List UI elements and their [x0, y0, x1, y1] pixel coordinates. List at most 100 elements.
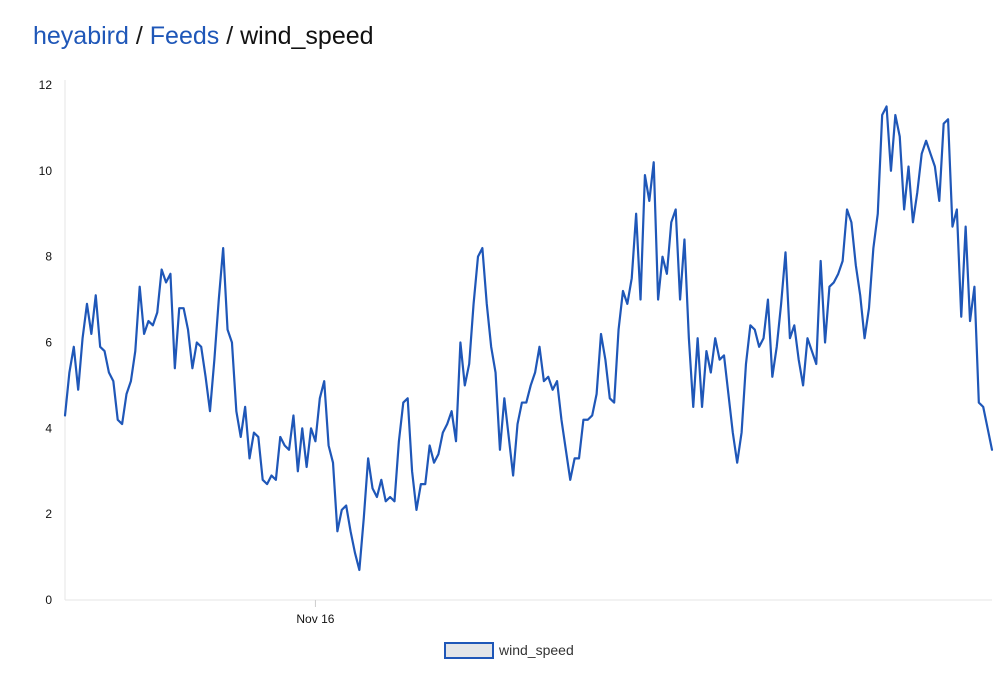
data-point [454, 439, 458, 443]
data-point [709, 371, 713, 375]
data-point [160, 268, 164, 272]
data-point [221, 246, 225, 250]
data-point [911, 220, 915, 224]
y-tick-label: 2 [45, 507, 52, 521]
data-point [955, 207, 959, 211]
breadcrumb-owner-link[interactable]: heyabird [33, 22, 129, 50]
data-point [599, 332, 603, 336]
data-point [836, 272, 840, 276]
data-point [195, 341, 199, 345]
data-point [116, 418, 120, 422]
data-point [335, 529, 339, 533]
data-point [204, 375, 208, 379]
breadcrumb-feeds-link[interactable]: Feeds [149, 22, 220, 50]
data-point [643, 173, 647, 177]
data-point [639, 298, 643, 302]
data-point [990, 448, 994, 452]
data-point [713, 336, 717, 340]
data-point [854, 263, 858, 267]
data-point [757, 345, 761, 349]
data-point [379, 478, 383, 482]
data-point [476, 255, 480, 259]
data-point [103, 349, 107, 353]
data-point [674, 207, 678, 211]
data-point [125, 392, 129, 396]
data-point [397, 439, 401, 443]
data-point [696, 336, 700, 340]
y-tick-label: 8 [45, 250, 52, 264]
data-point [564, 448, 568, 452]
data-point [981, 405, 985, 409]
data-point [243, 405, 247, 409]
data-point [463, 383, 467, 387]
data-point [700, 405, 704, 409]
data-point [568, 478, 572, 482]
data-point [494, 371, 498, 375]
data-point [533, 371, 537, 375]
data-point [85, 302, 89, 306]
data-point [819, 259, 823, 263]
data-point [472, 302, 476, 306]
data-point [907, 165, 911, 169]
data-point [704, 349, 708, 353]
data-point [406, 396, 410, 400]
data-point [762, 336, 766, 340]
data-point [744, 362, 748, 366]
data-point [291, 413, 295, 417]
data-point [810, 349, 814, 353]
data-point [120, 422, 124, 426]
data-point [937, 199, 941, 203]
data-point [190, 366, 194, 370]
data-point [278, 435, 282, 439]
breadcrumb-separator: / [226, 22, 234, 50]
data-point [889, 169, 893, 173]
data-point [414, 508, 418, 512]
data-point [445, 422, 449, 426]
data-point [788, 336, 792, 340]
legend-label[interactable]: wind_speed [498, 642, 574, 658]
data-point [511, 474, 515, 478]
data-point [507, 435, 511, 439]
data-point [555, 379, 559, 383]
data-point [726, 392, 730, 396]
data-point [634, 212, 638, 216]
legend-swatch[interactable] [444, 642, 494, 659]
data-point [265, 482, 269, 486]
data-point [858, 293, 862, 297]
data-point [612, 401, 616, 405]
data-point [331, 461, 335, 465]
data-point [867, 306, 871, 310]
data-point [230, 341, 234, 345]
data-point [959, 315, 963, 319]
data-point [625, 302, 629, 306]
data-point [423, 482, 427, 486]
data-point [371, 486, 375, 490]
data-point [920, 152, 924, 156]
data-point [217, 298, 221, 302]
data-point [151, 323, 155, 327]
data-point [964, 225, 968, 229]
data-point [537, 345, 541, 349]
data-point [63, 413, 67, 417]
data-point [718, 358, 722, 362]
data-point [322, 379, 326, 383]
data-point [357, 568, 361, 572]
data-point [436, 452, 440, 456]
data-point [722, 353, 726, 357]
data-point [450, 409, 454, 413]
data-point [72, 345, 76, 349]
data-point [384, 499, 388, 503]
data-point [177, 306, 181, 310]
data-point [432, 461, 436, 465]
data-point [388, 495, 392, 499]
data-point [885, 104, 889, 108]
data-point [928, 152, 932, 156]
data-point [287, 448, 291, 452]
x-axis: Nov 16 [65, 599, 992, 626]
data-point [946, 117, 950, 121]
data-point [603, 358, 607, 362]
data-point [94, 293, 98, 297]
data-point [823, 341, 827, 345]
data-point [89, 332, 93, 336]
legend[interactable]: wind_speed [444, 642, 574, 659]
